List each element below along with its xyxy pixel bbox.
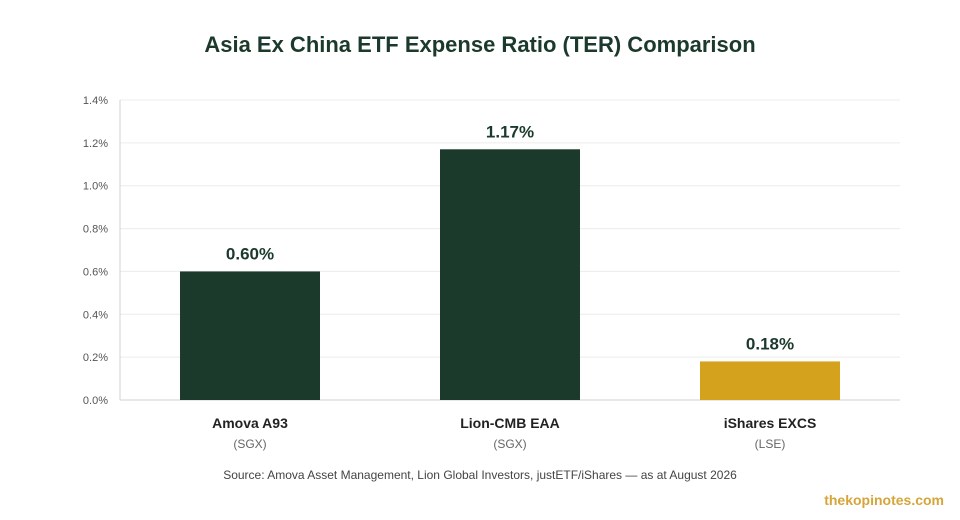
y-tick-label: 0.4% (83, 309, 108, 321)
bars (180, 149, 840, 400)
category-label: iShares EXCS (724, 415, 817, 431)
source-note: Source: Amova Asset Management, Lion Glo… (223, 468, 737, 482)
watermark: thekopinotes.com (824, 492, 944, 508)
category-label: Lion-CMB EAA (460, 415, 560, 431)
bar (180, 271, 320, 400)
data-label: 1.17% (486, 122, 534, 141)
y-tick-label: 1.2% (83, 138, 108, 150)
chart-title: Asia Ex China ETF Expense Ratio (TER) Co… (204, 32, 756, 57)
y-axis-ticks: 0.0% 0.2% 0.4% 0.6% 0.8% 1.0% 1.2% 1.4% (83, 95, 108, 407)
data-labels: 0.60% 1.17% 0.18% (226, 122, 794, 353)
exchange-label: (SGX) (233, 437, 266, 451)
category-labels: Amova A93 (SGX) Lion-CMB EAA (SGX) iShares E… (212, 415, 816, 451)
data-label: 0.18% (746, 334, 794, 353)
y-tick-label: 1.4% (83, 95, 108, 107)
category-label: Amova A93 (212, 415, 288, 431)
y-tick-label: 0.8% (83, 224, 108, 236)
exchange-label: (LSE) (755, 437, 786, 451)
data-label: 0.60% (226, 244, 274, 263)
exchange-label: (SGX) (493, 437, 526, 451)
y-tick-label: 1.0% (83, 181, 108, 193)
y-tick-label: 0.0% (83, 395, 108, 407)
y-tick-label: 0.2% (83, 352, 108, 364)
bar (440, 149, 580, 400)
y-tick-label: 0.6% (83, 266, 108, 278)
bar (700, 361, 840, 400)
